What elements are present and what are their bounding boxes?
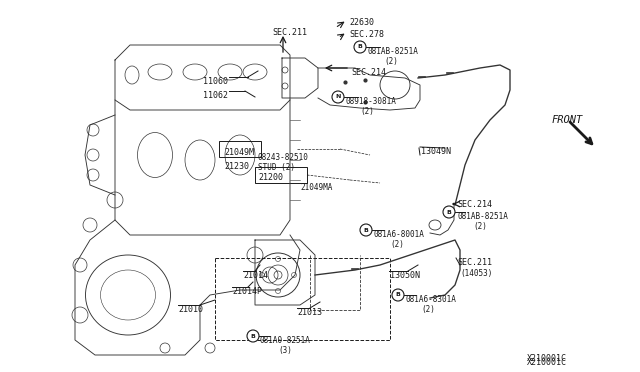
Text: X210001C: X210001C — [527, 358, 567, 367]
Text: (2): (2) — [421, 305, 435, 314]
Text: FRONT: FRONT — [552, 115, 583, 125]
Text: 08918-3081A: 08918-3081A — [345, 97, 396, 106]
Text: (14053): (14053) — [460, 269, 492, 278]
Text: 081A0-8251A: 081A0-8251A — [259, 336, 310, 345]
Text: B: B — [364, 228, 369, 232]
Circle shape — [247, 330, 259, 342]
Bar — [219, 141, 261, 157]
Text: SEC.211: SEC.211 — [457, 258, 492, 267]
Text: 21013: 21013 — [297, 308, 322, 317]
Text: X210001C: X210001C — [527, 354, 567, 363]
Circle shape — [443, 206, 455, 218]
Bar — [215, 258, 390, 340]
Text: 11060: 11060 — [203, 77, 228, 86]
Text: (2): (2) — [360, 107, 374, 116]
Text: 21049M: 21049M — [224, 148, 254, 157]
Bar — [255, 167, 307, 183]
Text: N: N — [335, 94, 340, 99]
Text: 22630: 22630 — [349, 18, 374, 27]
Text: (3): (3) — [278, 346, 292, 355]
Text: 11062: 11062 — [203, 91, 228, 100]
Text: SEC.214: SEC.214 — [457, 200, 492, 209]
Text: SEC.211: SEC.211 — [272, 28, 307, 37]
Text: 081A6-8001A: 081A6-8001A — [374, 230, 425, 239]
Text: 081AB-8251A: 081AB-8251A — [457, 212, 508, 221]
Text: STUD (2): STUD (2) — [258, 163, 295, 172]
Text: B: B — [358, 45, 362, 49]
Text: 21200: 21200 — [258, 173, 283, 182]
Text: 21230: 21230 — [224, 162, 249, 171]
Text: 13050N: 13050N — [390, 271, 420, 280]
Circle shape — [360, 224, 372, 236]
Text: SEC.278: SEC.278 — [349, 30, 384, 39]
Text: SEC.214: SEC.214 — [351, 68, 386, 77]
Text: 08243-82510: 08243-82510 — [258, 153, 309, 162]
Text: (2): (2) — [390, 240, 404, 249]
Text: 21010: 21010 — [178, 305, 203, 314]
Circle shape — [392, 289, 404, 301]
Text: 21049MA: 21049MA — [300, 183, 332, 192]
Text: 21014: 21014 — [243, 271, 268, 280]
Text: B: B — [251, 334, 255, 339]
Text: B: B — [396, 292, 401, 298]
Text: 081AB-8251A: 081AB-8251A — [368, 47, 419, 56]
Text: 081A6-8301A: 081A6-8301A — [405, 295, 456, 304]
Text: (2): (2) — [473, 222, 487, 231]
Text: 21014P: 21014P — [232, 287, 262, 296]
Circle shape — [354, 41, 366, 53]
Circle shape — [332, 91, 344, 103]
Text: (2): (2) — [384, 57, 398, 66]
Text: 13049N: 13049N — [421, 147, 451, 156]
Text: B: B — [447, 209, 451, 215]
